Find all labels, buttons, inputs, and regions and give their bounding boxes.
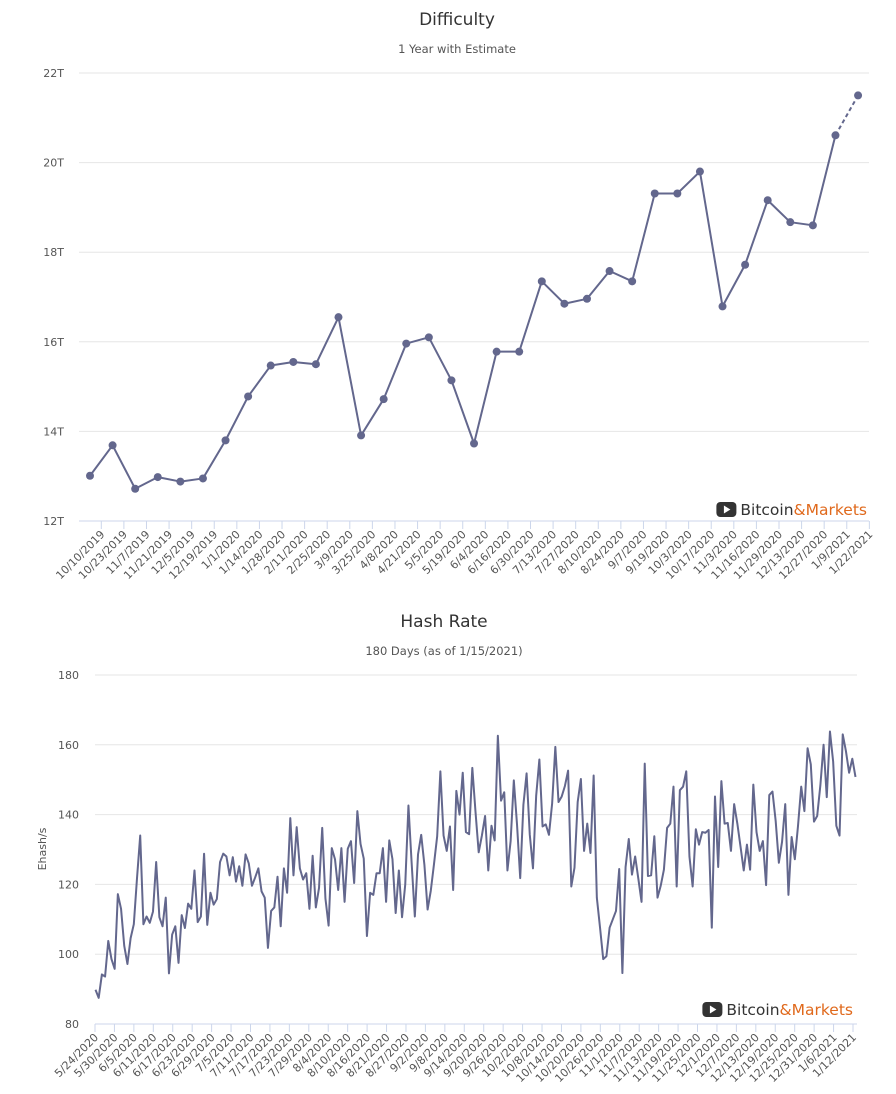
estimate-line — [834, 94, 859, 136]
difficulty-x-axis — [79, 520, 870, 529]
series-line — [89, 135, 837, 490]
hashrate-chart-title: Hash Rate — [400, 612, 487, 632]
play-logo-icon — [716, 502, 737, 517]
y-tick-label: 140 — [58, 809, 79, 822]
data-point[interactable] — [605, 267, 614, 276]
data-point[interactable] — [831, 131, 840, 140]
hashrate-y-axis-title: Ehash/s — [36, 827, 49, 870]
hashrate-chart: Hash Rate 180 Days (as of 1/15/2021) Eha… — [36, 612, 859, 1085]
hashrate-x-axis — [94, 1023, 857, 1032]
data-point[interactable] — [741, 260, 750, 269]
data-point[interactable] — [402, 339, 411, 348]
data-point[interactable] — [198, 474, 207, 483]
data-point[interactable] — [266, 361, 275, 370]
difficulty-chart: Difficulty 1 Year with Estimate 12T 14T 16… — [43, 10, 875, 582]
data-point[interactable] — [808, 221, 817, 230]
y-tick-label: 16T — [43, 336, 64, 349]
data-point[interactable] — [582, 294, 591, 303]
data-point[interactable] — [673, 189, 682, 198]
data-point[interactable] — [515, 347, 524, 356]
data-point[interactable] — [854, 91, 863, 100]
data-point[interactable] — [311, 360, 320, 369]
hashrate-chart-subtitle: 180 Days (as of 1/15/2021) — [365, 644, 522, 658]
data-point[interactable] — [492, 347, 501, 356]
y-tick-label: 12T — [43, 515, 64, 528]
data-point[interactable] — [650, 189, 659, 198]
watermark-brand-text: Bitcoin&Markets — [740, 501, 867, 519]
difficulty-x-tick-labels: 10/10/201910/23/201911/7/201911/21/20191… — [53, 528, 875, 582]
data-point[interactable] — [153, 473, 162, 482]
data-point[interactable] — [289, 357, 298, 366]
difficulty-watermark: Bitcoin&Markets — [716, 501, 867, 519]
series-line — [94, 730, 857, 999]
watermark-brand-text: Bitcoin&Markets — [726, 1001, 853, 1019]
y-tick-label: 20T — [43, 157, 64, 170]
y-tick-label: 22T — [43, 67, 64, 80]
data-point[interactable] — [560, 299, 569, 308]
difficulty-chart-subtitle: 1 Year with Estimate — [398, 42, 516, 56]
difficulty-chart-title: Difficulty — [419, 10, 495, 30]
play-logo-icon — [702, 1002, 723, 1017]
y-tick-label: 180 — [58, 669, 79, 682]
data-point[interactable] — [718, 302, 727, 311]
data-point[interactable] — [537, 277, 546, 286]
data-point[interactable] — [108, 441, 117, 450]
y-tick-label: 160 — [58, 739, 79, 752]
y-tick-label: 100 — [58, 948, 79, 961]
data-point[interactable] — [221, 436, 230, 445]
data-point[interactable] — [176, 477, 185, 486]
hashrate-series — [94, 730, 857, 999]
hashrate-x-tick-labels: 5/24/20205/30/20206/5/20206/11/20206/17/… — [52, 1031, 859, 1085]
data-point[interactable] — [86, 471, 94, 480]
difficulty-gridlines — [79, 72, 869, 432]
data-point[interactable] — [131, 484, 140, 493]
difficulty-y-axis: 12T 14T 16T 18T 20T 22T — [43, 67, 64, 528]
data-point[interactable] — [424, 333, 433, 342]
y-tick-label: 80 — [65, 1018, 79, 1031]
y-tick-label: 14T — [43, 425, 64, 438]
y-tick-label: 18T — [43, 246, 64, 259]
hashrate-watermark: Bitcoin&Markets — [702, 1001, 853, 1019]
data-point[interactable] — [379, 395, 388, 404]
data-point[interactable] — [244, 392, 253, 401]
data-point[interactable] — [357, 431, 366, 440]
data-point[interactable] — [763, 196, 772, 205]
data-point[interactable] — [786, 218, 795, 227]
data-point[interactable] — [628, 277, 637, 286]
data-point[interactable] — [695, 167, 704, 176]
data-point[interactable] — [447, 376, 456, 385]
data-point[interactable] — [334, 313, 343, 322]
y-tick-label: 120 — [58, 878, 79, 891]
hashrate-y-axis: 80 100 120 140 160 180 — [58, 669, 79, 1031]
difficulty-series — [86, 91, 863, 493]
data-point[interactable] — [470, 439, 479, 448]
